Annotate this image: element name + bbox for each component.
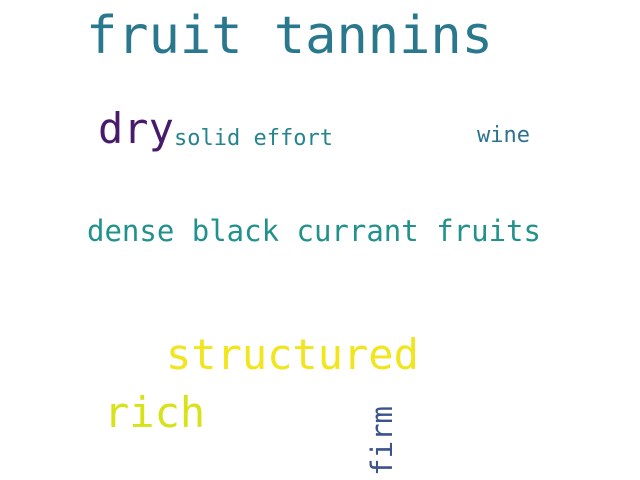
word-dry: dry [98,104,174,153]
word-solid-effort: solid effort [174,126,333,151]
word-dense-black-currant-fruits: dense black currant fruits [87,214,541,248]
word-fruit-tannins: fruit tannins [86,6,493,66]
word-firm: firm [365,406,399,476]
word-wine: wine [477,123,530,148]
word-rich: rich [104,388,206,437]
word-structured: structured [166,330,419,379]
